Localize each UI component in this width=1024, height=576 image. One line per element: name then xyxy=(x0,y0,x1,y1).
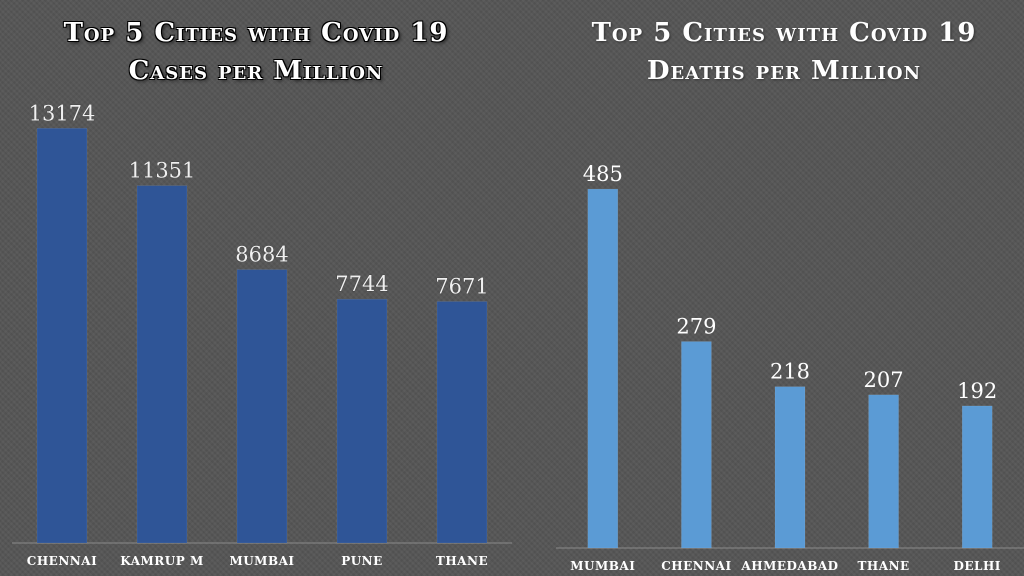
deaths-bar xyxy=(774,386,806,549)
deaths-chart-plot: 485 MUMBAI 279 CHENNAI 218 AHMEDABAD 207 THANE 1… xyxy=(556,162,1024,573)
cases-category-label: THANE xyxy=(436,554,488,568)
deaths-bar xyxy=(868,394,899,549)
deaths-category-label: THANE xyxy=(857,559,909,573)
deaths-chart-title-line-1: Top 5 Cities with Covid 19 xyxy=(591,18,977,48)
deaths-data-label: 218 xyxy=(770,360,810,384)
cases-bar xyxy=(36,128,88,544)
deaths-data-label: 192 xyxy=(957,379,997,403)
deaths-category-label: MUMBAI xyxy=(570,559,635,573)
deaths-chart: Top 5 Cities with Covid 19 Deaths per Mi… xyxy=(544,0,1024,576)
deaths-data-label: 485 xyxy=(583,162,623,186)
deaths-data-label: 207 xyxy=(864,368,904,392)
cases-data-label: 7744 xyxy=(335,272,388,296)
deaths-chart-title: Top 5 Cities with Covid 19 Deaths per Mi… xyxy=(544,14,1024,90)
cases-chart-plot: 13174 CHENNAI 11351 KAMRUP M 8684 MUMBAI 7744 P… xyxy=(12,101,512,568)
cases-data-label: 11351 xyxy=(129,159,196,183)
cases-bar xyxy=(336,298,388,544)
cases-chart-title-line-2: Cases per Million xyxy=(128,56,384,86)
deaths-bar xyxy=(961,405,993,549)
cases-chart-title-line-1: Top 5 Cities with Covid 19 xyxy=(63,18,449,48)
cases-data-label: 13174 xyxy=(29,101,96,125)
deaths-bar xyxy=(681,341,712,549)
deaths-category-label: DELHI xyxy=(953,559,1000,573)
cases-category-label: KAMRUP M xyxy=(120,554,203,568)
deaths-data-label: 279 xyxy=(676,315,716,339)
deaths-chart-title-line-2: Deaths per Million xyxy=(646,56,922,86)
deaths-category-label: CHENNAI xyxy=(661,559,731,573)
cases-chart: Top 5 Cities with Covid 19 Cases per Mil… xyxy=(0,14,512,568)
cases-data-label: 7671 xyxy=(435,275,488,299)
cases-data-label: 8684 xyxy=(235,243,288,267)
cases-category-label: CHENNAI xyxy=(27,554,97,568)
cases-bar xyxy=(436,301,488,544)
cases-bar xyxy=(136,185,188,544)
cases-category-label: MUMBAI xyxy=(229,554,294,568)
deaths-category-label: AHMEDABAD xyxy=(740,559,838,573)
deaths-bar xyxy=(587,188,619,549)
cases-chart-title: Top 5 Cities with Covid 19 Cases per Mil… xyxy=(0,14,512,90)
cases-category-label: PUNE xyxy=(341,554,383,568)
cases-bar xyxy=(236,269,288,544)
